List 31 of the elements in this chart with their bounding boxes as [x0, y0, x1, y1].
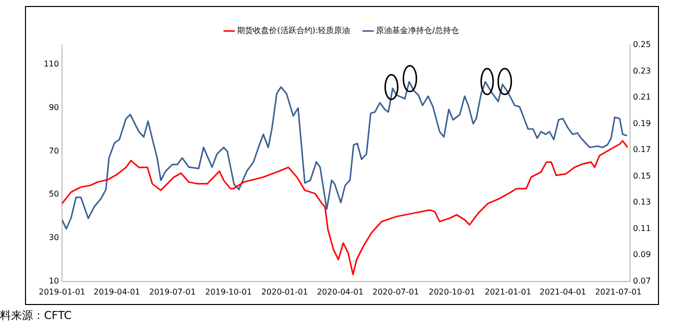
- y2-tick-label: 0.13: [633, 198, 651, 207]
- x-tick-label: 2019-07-01: [149, 287, 196, 296]
- y2-tick-label: 0.21: [633, 92, 651, 102]
- y-tick-label: 50: [48, 190, 59, 199]
- y2-tick-label: 0.07: [633, 276, 651, 286]
- legend-label: 原油基金净持仓/总持仓: [376, 26, 459, 36]
- y2-tick-label: 0.25: [633, 40, 651, 50]
- x-tick-label: 2020-04-01: [316, 287, 364, 296]
- y2-tick-label: 0.15: [633, 171, 651, 180]
- x-tick-label: 2020-10-01: [428, 287, 476, 296]
- y2-tick-label: 0.09: [633, 250, 651, 260]
- x-tick-label: 2019-01-01: [38, 287, 86, 296]
- x-tick-label: 2021-04-01: [540, 287, 586, 296]
- y2-tick-label: 0.23: [633, 66, 651, 76]
- x-tick-label: 2021-07-01: [595, 287, 642, 296]
- y2-tick-label: 0.19: [633, 118, 651, 128]
- y-tick-label: 10: [48, 276, 59, 286]
- y2-tick-label: 0.11: [633, 224, 651, 233]
- y2-tick-label: 0.17: [633, 145, 651, 154]
- x-tick-label: 2019-10-01: [205, 287, 252, 296]
- y-tick-label: 110: [44, 60, 59, 69]
- chart-frame: 期货收盘价(活跃合约):轻质原油 原油基金净持仓/总持仓 2019-01-01 2019-04-01 2019-07-01 2019-10-01 2020-01-01 2020-04-01 2020-07-01 2020-10-01 2021-01-01 2021-04-01 2021-07-01 10 30 50 70 90 110 0.07 0.09 0.11 0.13 0.15 0.17 0.19 0.21 0.23 0.25: [25, 6, 659, 305]
- x-tick-label: 2021-01-01: [484, 287, 532, 296]
- x-tick-label: 2020-07-01: [372, 287, 419, 296]
- y-tick-label: 30: [48, 233, 59, 242]
- text: 料来源：CFTC: [0, 308, 72, 322]
- x-tick-label: 2020-01-01: [261, 287, 308, 296]
- legend-label: 期货收盘价(活跃合约):轻质原油: [237, 26, 350, 36]
- x-tick-label: 2019-04-01: [94, 287, 140, 296]
- y-tick-label: 90: [48, 102, 59, 112]
- y-tick-label: 70: [48, 146, 59, 156]
